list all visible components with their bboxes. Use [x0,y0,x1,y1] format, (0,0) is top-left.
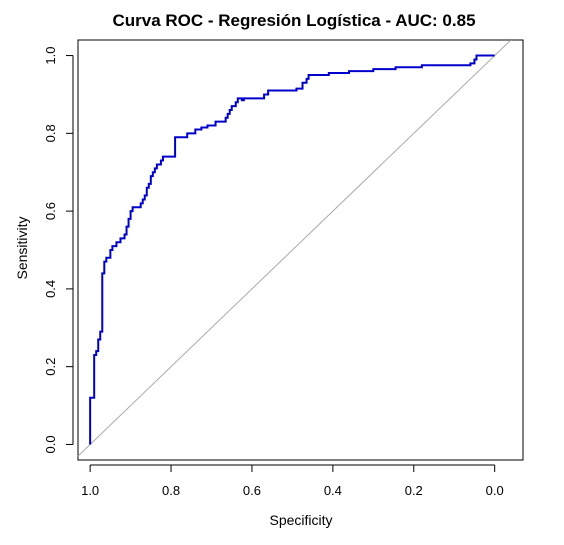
x-tick-label: 0.6 [243,483,261,498]
x-axis-label: Specificity [269,512,332,528]
y-tick-label: 0.0 [43,435,58,453]
roc-curve-line [89,54,495,445]
reference-diagonal-line [77,39,512,457]
x-tick-label: 0.4 [324,483,342,498]
x-tick-label: 0.0 [486,483,504,498]
plot-frame [77,39,524,461]
y-axis: 0.0 0.2 0.4 0.6 0.8 1.0 [43,47,74,453]
chart-title: Curva ROC - Regresión Logística - AUC: 0… [112,11,475,30]
y-axis-label: Sensitivity [14,216,30,279]
reference-line-layer [77,39,512,457]
y-tick-label: 0.2 [43,358,58,376]
roc-series-layer [89,54,495,445]
x-tick-label: 0.8 [162,483,180,498]
y-tick-label: 0.6 [43,202,58,220]
x-tick-label: 1.0 [81,483,99,498]
y-tick-label: 0.4 [43,280,58,298]
y-tick-label: 1.0 [43,47,58,65]
y-tick-label: 0.8 [43,124,58,142]
x-axis: 1.0 0.8 0.6 0.4 0.2 0.0 [81,464,504,498]
x-tick-label: 0.2 [405,483,423,498]
